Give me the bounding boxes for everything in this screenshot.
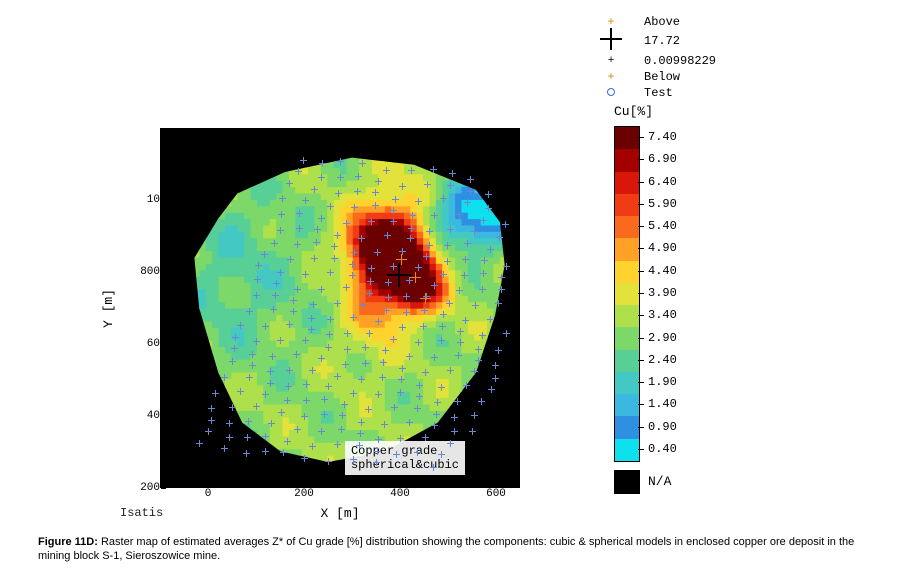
plot-frame: Copper grade spherical&cubic bbox=[160, 128, 520, 488]
colorbar-segment bbox=[615, 394, 639, 416]
colorbar bbox=[614, 126, 640, 462]
legend-row: 17.72 bbox=[586, 30, 716, 52]
colorbar-segment bbox=[615, 149, 639, 171]
software-credit: Isatis bbox=[120, 506, 163, 520]
colorbar-segment bbox=[615, 238, 639, 260]
colorbar-tick: 6.90 bbox=[648, 152, 677, 166]
legend-symbol bbox=[586, 85, 636, 101]
legend-symbol bbox=[586, 28, 636, 55]
legend-label: 17.72 bbox=[636, 33, 680, 49]
legend-label: Above bbox=[636, 14, 680, 30]
y-tick: 800 bbox=[120, 266, 160, 278]
colorbar-segment bbox=[615, 439, 639, 461]
x-axis-ticks: 0 200 400 600 bbox=[160, 488, 520, 508]
colorbar-tick: 4.90 bbox=[648, 241, 677, 255]
colorbar-tick: 5.90 bbox=[648, 197, 677, 211]
x-tick: 200 bbox=[294, 488, 314, 500]
x-tick: 600 bbox=[486, 488, 506, 500]
colorbar-segment bbox=[615, 172, 639, 194]
colorbar-tick: 1.90 bbox=[648, 375, 677, 389]
y-tick: 200 bbox=[120, 482, 160, 494]
colorbar-tick: 2.40 bbox=[648, 353, 677, 367]
y-tick: 60 bbox=[120, 338, 160, 350]
colorbar-segment bbox=[615, 194, 639, 216]
legend-label: Below bbox=[636, 69, 680, 85]
x-tick: 400 bbox=[390, 488, 410, 500]
legend-row: +Below bbox=[586, 69, 716, 85]
figure-caption-text: Raster map of estimated averages Z* of C… bbox=[38, 536, 854, 562]
colorbar-tick: 3.90 bbox=[648, 286, 677, 300]
legend-symbol: + bbox=[586, 52, 636, 69]
raster-map bbox=[161, 129, 519, 487]
colorbar-segment bbox=[615, 350, 639, 372]
legend-row: +0.00998229 bbox=[586, 52, 716, 69]
colorbar-segment bbox=[615, 283, 639, 305]
colorbar-tick: 2.90 bbox=[648, 331, 677, 345]
colorbar-tick: 4.40 bbox=[648, 264, 677, 278]
y-tick: 10 bbox=[120, 194, 160, 206]
colorbar-segment bbox=[615, 261, 639, 283]
colorbar-segment bbox=[615, 327, 639, 349]
colorbar-ticks: 7.40 6.90 6.40 5.90 5.40 4.90 4.40 3.90 3.40 2.90… bbox=[648, 126, 708, 462]
y-tick: 40 bbox=[120, 410, 160, 422]
colorbar-segment bbox=[615, 305, 639, 327]
colorbar-tick: 3.40 bbox=[648, 308, 677, 322]
colorbar-segment bbox=[615, 216, 639, 238]
legend-label: Test bbox=[636, 85, 673, 101]
map-annotation-line1: Copper grade bbox=[351, 444, 459, 458]
colorbar-tick: 7.40 bbox=[648, 130, 677, 144]
figure-caption: Figure 11D: Raster map of estimated aver… bbox=[38, 536, 862, 564]
colorbar-tick: 1.40 bbox=[648, 397, 677, 411]
marker-legend: +Above17.72+0.00998229+BelowTest bbox=[586, 14, 716, 101]
y-axis-ticks: 200406080010 bbox=[120, 128, 160, 488]
legend-label: 0.00998229 bbox=[636, 53, 716, 69]
legend-symbol: + bbox=[586, 69, 636, 85]
y-axis-label: Y [m] bbox=[98, 128, 118, 488]
x-tick: 0 bbox=[205, 488, 212, 500]
colorbar-na-swatch bbox=[614, 470, 640, 494]
figure-caption-lead: Figure 11D: bbox=[38, 536, 98, 548]
colorbar-tick: 0.40 bbox=[648, 442, 677, 456]
colorbar-na-label: N/A bbox=[648, 474, 671, 489]
map-annotation-line2: spherical&cubic bbox=[351, 458, 459, 472]
colorbar-title: Cu[%] bbox=[614, 104, 653, 119]
colorbar-tick: 6.40 bbox=[648, 175, 677, 189]
colorbar-tick: 0.90 bbox=[648, 420, 677, 434]
legend-row: Test bbox=[586, 85, 716, 101]
colorbar-segment bbox=[615, 416, 639, 438]
map-annotation-box: Copper grade spherical&cubic bbox=[345, 441, 465, 475]
colorbar-segment bbox=[615, 127, 639, 149]
x-axis-label: X [m] bbox=[160, 506, 520, 521]
colorbar-segment bbox=[615, 372, 639, 394]
colorbar-tick: 5.40 bbox=[648, 219, 677, 233]
